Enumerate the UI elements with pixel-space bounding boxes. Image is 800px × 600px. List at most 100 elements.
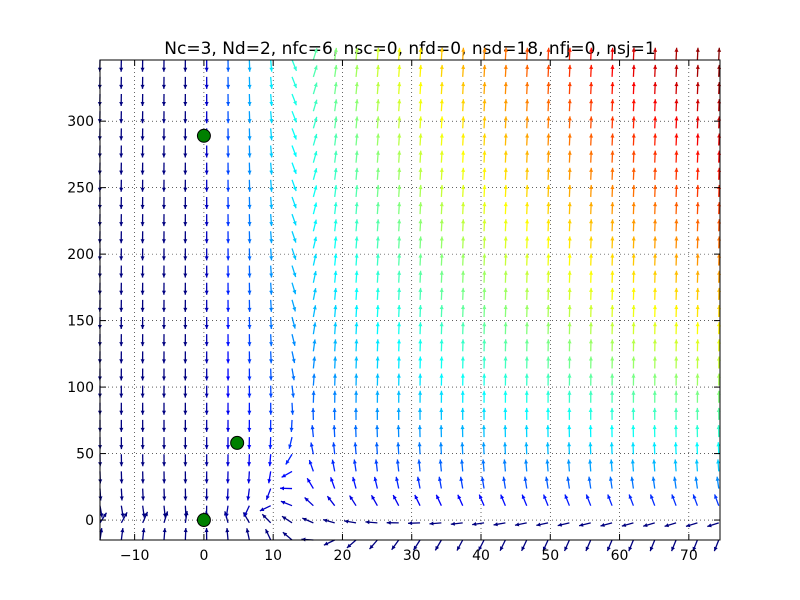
field-arrow bbox=[140, 368, 145, 381]
field-arrow bbox=[649, 539, 656, 552]
field-arrow bbox=[226, 162, 231, 175]
field-arrow bbox=[267, 471, 272, 484]
field-arrow bbox=[375, 133, 380, 146]
y-tick-label: 50 bbox=[76, 447, 94, 463]
field-arrow bbox=[461, 219, 466, 232]
field-arrow bbox=[521, 539, 528, 552]
field-arrow bbox=[524, 339, 529, 352]
field-arrow bbox=[525, 150, 530, 163]
field-arrow bbox=[502, 459, 507, 472]
field-arrow bbox=[557, 522, 570, 527]
field-arrow bbox=[461, 47, 466, 60]
field-arrow bbox=[567, 202, 572, 215]
field-arrow bbox=[717, 99, 722, 112]
field-arrow bbox=[610, 167, 615, 180]
field-arrow bbox=[600, 522, 613, 527]
field-arrow bbox=[333, 150, 338, 163]
field-arrow bbox=[546, 356, 551, 369]
field-arrow bbox=[312, 236, 318, 249]
field-arrow bbox=[546, 99, 551, 112]
x-tick-label: 0 bbox=[199, 548, 208, 564]
field-arrow bbox=[628, 539, 635, 552]
field-arrow bbox=[354, 47, 359, 60]
field-arrow bbox=[589, 99, 594, 112]
field-arrow bbox=[503, 64, 508, 77]
field-arrow bbox=[502, 476, 507, 489]
field-arrow bbox=[226, 419, 231, 432]
field-arrow bbox=[503, 305, 508, 318]
field-arrow bbox=[204, 471, 209, 484]
field-arrow bbox=[119, 454, 124, 467]
field-arrow bbox=[481, 425, 486, 438]
field-arrow bbox=[588, 373, 593, 386]
field-arrow bbox=[269, 111, 274, 124]
field-arrow bbox=[288, 436, 293, 449]
field-arrow bbox=[585, 494, 592, 506]
field-arrow bbox=[183, 162, 188, 175]
field-arrow bbox=[247, 162, 252, 175]
field-arrow bbox=[268, 368, 273, 381]
field-arrow bbox=[695, 47, 700, 60]
field-arrow bbox=[525, 202, 530, 215]
field-arrow bbox=[247, 317, 252, 330]
field-arrow bbox=[312, 150, 318, 163]
field-arrow bbox=[643, 522, 655, 528]
field-arrow bbox=[674, 270, 679, 283]
field-arrow bbox=[525, 133, 530, 146]
field-arrow bbox=[607, 494, 613, 506]
field-arrow bbox=[439, 202, 444, 215]
field-arrow bbox=[439, 425, 444, 438]
field-arrow bbox=[460, 459, 464, 472]
field-arrow bbox=[225, 454, 230, 467]
field-arrow bbox=[525, 219, 530, 232]
field-arrow bbox=[247, 437, 252, 450]
field-arrow bbox=[546, 339, 551, 352]
field-arrow bbox=[354, 150, 359, 163]
field-arrow bbox=[333, 99, 338, 112]
y-tick-label: 200 bbox=[67, 247, 94, 263]
field-arrow bbox=[375, 356, 380, 369]
field-arrow bbox=[395, 459, 400, 472]
field-arrow bbox=[609, 442, 614, 455]
fixed-points bbox=[196, 128, 245, 528]
field-arrow bbox=[162, 437, 167, 450]
field-arrow bbox=[652, 356, 657, 369]
field-arrow bbox=[671, 494, 677, 506]
field-arrow bbox=[525, 47, 530, 60]
field-arrow bbox=[674, 253, 679, 266]
field-arrow bbox=[589, 47, 594, 60]
field-arrow bbox=[461, 287, 466, 300]
field-arrow bbox=[610, 322, 615, 335]
field-arrow bbox=[429, 521, 442, 526]
field-arrow bbox=[183, 128, 188, 141]
field-arrow bbox=[396, 442, 401, 455]
field-arrow bbox=[631, 99, 636, 112]
field-arrow bbox=[631, 442, 636, 455]
field-arrow bbox=[546, 82, 551, 95]
field-arrow bbox=[119, 402, 124, 415]
field-arrow bbox=[291, 128, 297, 140]
field-arrow bbox=[546, 236, 551, 249]
field-arrow bbox=[461, 116, 466, 129]
field-arrow bbox=[397, 270, 402, 283]
field-arrow bbox=[546, 133, 551, 146]
field-arrow bbox=[545, 442, 550, 455]
field-arrow bbox=[414, 494, 421, 506]
field-arrow bbox=[589, 287, 594, 300]
field-arrow bbox=[567, 219, 572, 232]
field-arrow bbox=[610, 99, 615, 112]
field-arrow bbox=[226, 214, 231, 227]
field-arrow bbox=[439, 184, 444, 197]
field-arrow bbox=[291, 179, 297, 192]
field-arrow bbox=[204, 111, 209, 124]
field-arrow bbox=[589, 236, 594, 249]
field-arrow bbox=[503, 82, 508, 95]
field-arrow bbox=[354, 253, 359, 266]
field-arrow bbox=[715, 476, 720, 489]
field-arrow bbox=[439, 82, 444, 95]
field-arrow bbox=[457, 494, 464, 506]
field-arrow bbox=[566, 476, 571, 489]
field-arrow bbox=[631, 407, 636, 420]
field-arrow bbox=[652, 373, 657, 386]
field-arrow bbox=[291, 334, 296, 346]
